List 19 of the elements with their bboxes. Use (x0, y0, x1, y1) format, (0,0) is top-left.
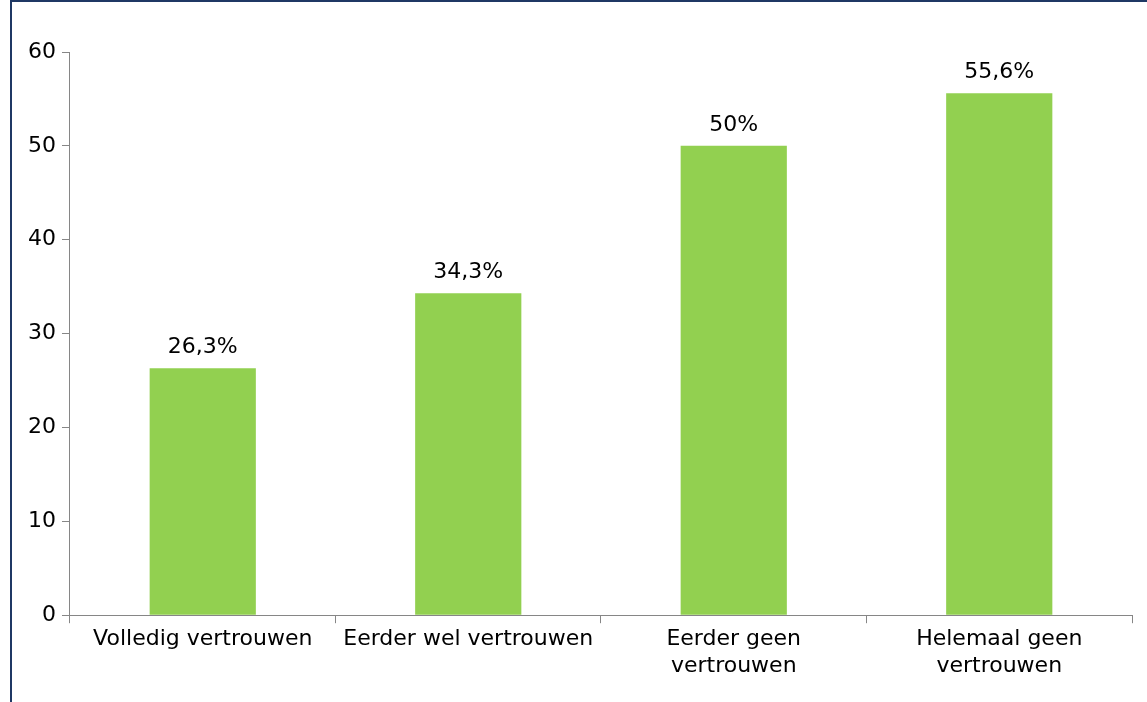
x-tick-label: Volledig vertrouwen (93, 625, 313, 651)
bar (149, 368, 256, 615)
x-tick-label: Eerder geen vertrouwen (666, 625, 802, 677)
data-label: 55,6% (964, 58, 1035, 84)
y-tick-label: 20 (27, 413, 56, 439)
bar (680, 145, 787, 615)
data-label: 26,3% (167, 333, 238, 359)
y-tick-label: 0 (41, 600, 56, 626)
y-tick-label: 30 (27, 319, 56, 345)
bar (415, 293, 522, 615)
x-tick-label: Eerder wel vertrouwen (343, 625, 594, 651)
y-tick-label: 50 (27, 131, 56, 157)
data-label: 34,3% (433, 257, 504, 283)
x-tick-label: Helemaal geen vertrouwen (916, 625, 1083, 677)
y-tick-label: 40 (27, 225, 56, 251)
bar (946, 93, 1053, 615)
y-tick-label: 10 (27, 507, 56, 533)
data-label: 50% (709, 110, 759, 136)
y-tick-label: 60 (27, 37, 56, 63)
